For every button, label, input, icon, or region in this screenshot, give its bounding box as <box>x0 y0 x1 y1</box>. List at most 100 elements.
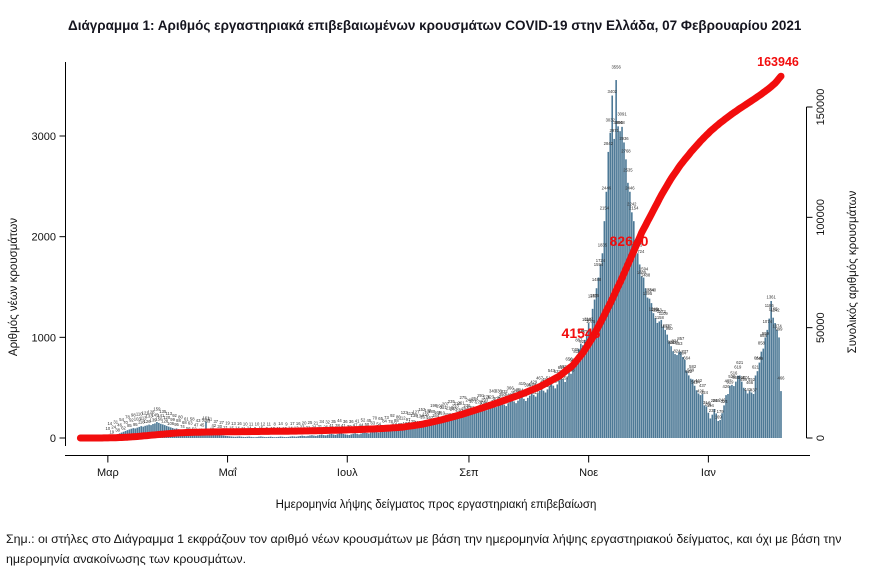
bar <box>305 436 307 438</box>
bar <box>152 424 154 438</box>
covid-cases-chart: 1014192431384654627078859298951031101181… <box>8 55 859 511</box>
bar <box>389 430 392 438</box>
bar-value-label: 26 <box>323 424 328 429</box>
cumulative-annotation: 82640 <box>610 233 649 249</box>
bar-value-label: 1395 <box>643 291 653 296</box>
bar <box>307 435 309 438</box>
bar <box>719 419 721 438</box>
bar-value-label: 139 <box>411 413 419 418</box>
bar <box>664 329 666 438</box>
bar <box>603 221 606 438</box>
bar-value-label: 2242 <box>627 201 637 206</box>
bar-value-label: 324 <box>721 399 729 404</box>
bar <box>336 434 339 438</box>
bar-value-label: 276 <box>483 395 491 400</box>
bar <box>752 394 755 438</box>
bar <box>313 435 315 438</box>
bar-value-label: 135 <box>159 409 167 414</box>
bar-value-label: 1074 <box>661 323 671 328</box>
bar <box>142 426 144 438</box>
bar <box>697 393 700 438</box>
bar <box>633 221 635 438</box>
bar-value-label: 78 <box>125 415 130 420</box>
bar <box>454 414 457 438</box>
bar-value-label: 36 <box>349 419 354 424</box>
bar-value-label: 399 <box>524 382 532 387</box>
bar-value-label: 179 <box>717 409 725 414</box>
bar-value-label: 97 <box>406 417 411 422</box>
bar <box>340 433 343 438</box>
bar <box>252 437 254 438</box>
bar <box>609 132 612 438</box>
bar <box>332 434 335 438</box>
bar <box>542 390 545 438</box>
bar <box>362 432 364 438</box>
bar-value-label: 11 <box>249 421 254 426</box>
bar <box>301 435 303 438</box>
bar <box>220 435 223 438</box>
bar <box>738 375 741 438</box>
bar-value-label: 336 <box>495 389 503 394</box>
bar-value-label: 366 <box>507 386 515 391</box>
bar-value-label: 16 <box>237 421 242 426</box>
bar <box>515 403 517 438</box>
bar <box>256 436 258 438</box>
bar <box>348 434 351 438</box>
bar <box>477 410 480 438</box>
bar-value-label: 61 <box>184 416 189 421</box>
bar-value-label: 350 <box>499 392 507 397</box>
bar-value-label: 426 <box>697 389 705 394</box>
bar-value-label: 437 <box>699 383 707 388</box>
bar <box>470 411 472 438</box>
bar-value-label: 167 <box>420 415 428 420</box>
bar <box>309 435 311 438</box>
bar <box>497 404 500 438</box>
bar <box>140 426 143 438</box>
bar <box>585 332 588 438</box>
bar <box>317 435 319 438</box>
x-tick-label: Μαρ <box>97 467 119 479</box>
bar <box>377 432 380 438</box>
bar <box>368 433 370 438</box>
bar <box>766 329 769 438</box>
bar-value-label: 12 <box>261 421 266 426</box>
bar <box>262 436 264 438</box>
bar-value-label: 1724 <box>596 258 606 263</box>
bar <box>658 321 661 438</box>
bar <box>638 264 641 438</box>
bar-value-label: 221 <box>440 405 448 410</box>
bar <box>409 426 411 438</box>
bar-value-label: 194 <box>707 403 715 408</box>
bar <box>197 433 199 438</box>
bar-value-label: 233 <box>452 404 460 409</box>
bar <box>631 212 633 438</box>
bar <box>346 434 349 438</box>
bar-value-label: 999 <box>762 331 770 336</box>
bar-value-label: 1158 <box>655 315 665 320</box>
bar-value-label: 30 <box>217 424 222 429</box>
bar-value-label: 528 <box>728 374 736 379</box>
bar-value-label: 92 <box>129 418 134 423</box>
bar-value-label: 819 <box>573 349 581 354</box>
bar <box>666 334 668 438</box>
bar-value-label: 36 <box>343 419 348 424</box>
bar-value-label: 37 <box>213 419 218 424</box>
bar-value-label: 74 <box>180 424 185 429</box>
bar-value-label: 47 <box>353 422 358 427</box>
bar-value-label: 78 <box>388 419 393 424</box>
bar-value-label: 34 <box>319 419 324 424</box>
bar <box>344 434 347 438</box>
bar <box>401 426 404 438</box>
bar <box>291 436 294 438</box>
bar-value-label: 619 <box>734 365 742 370</box>
bar-value-label: 99 <box>170 417 175 422</box>
bar <box>556 384 559 438</box>
bar <box>432 418 435 438</box>
bar <box>670 346 672 438</box>
bar <box>464 412 466 438</box>
bar <box>446 418 449 438</box>
bar-value-label: 251 <box>705 402 713 407</box>
bar-value-label: 858 <box>758 341 766 346</box>
bar <box>532 394 535 438</box>
bar-value-label: 3048 <box>615 120 625 125</box>
